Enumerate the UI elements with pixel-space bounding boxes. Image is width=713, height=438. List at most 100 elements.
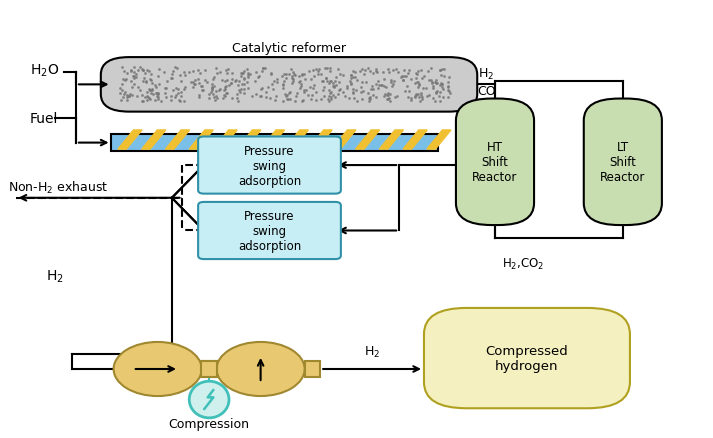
- Point: [412, 84, 424, 91]
- Point: [235, 74, 247, 81]
- Point: [307, 85, 319, 92]
- Point: [295, 84, 307, 91]
- Point: [413, 94, 424, 101]
- Point: [386, 83, 397, 90]
- Point: [220, 93, 231, 100]
- Point: [210, 94, 222, 101]
- Point: [389, 94, 401, 101]
- Point: [141, 67, 153, 74]
- Point: [356, 79, 367, 86]
- Text: CO: CO: [477, 85, 496, 98]
- Point: [135, 64, 146, 71]
- Point: [436, 82, 448, 89]
- Point: [139, 94, 150, 101]
- Point: [175, 72, 186, 79]
- Point: [277, 82, 289, 89]
- Point: [225, 81, 237, 88]
- Point: [387, 67, 399, 74]
- Point: [299, 71, 310, 78]
- Point: [428, 95, 439, 102]
- Point: [435, 72, 446, 79]
- Point: [178, 98, 190, 105]
- Point: [250, 78, 261, 85]
- Point: [430, 90, 441, 97]
- Point: [364, 94, 376, 101]
- Point: [255, 93, 267, 100]
- Point: [315, 97, 327, 104]
- Point: [153, 81, 164, 88]
- Point: [313, 71, 324, 78]
- Point: [406, 98, 417, 105]
- Point: [210, 66, 222, 73]
- Point: [207, 91, 218, 98]
- Text: HT
Shift
Reactor: HT Shift Reactor: [472, 141, 518, 184]
- Point: [205, 89, 217, 96]
- Point: [175, 89, 187, 96]
- Point: [211, 95, 222, 102]
- Point: [316, 71, 327, 78]
- Point: [196, 83, 207, 90]
- Point: [430, 90, 441, 97]
- Point: [287, 76, 299, 83]
- Point: [430, 81, 441, 88]
- Point: [406, 95, 417, 102]
- Text: Catalytic reformer: Catalytic reformer: [232, 42, 346, 55]
- Point: [399, 67, 410, 74]
- Point: [389, 79, 400, 86]
- Point: [237, 71, 248, 78]
- Point: [217, 77, 228, 84]
- Point: [370, 67, 381, 74]
- Polygon shape: [165, 131, 190, 150]
- Point: [411, 92, 422, 99]
- Point: [121, 95, 133, 102]
- Point: [199, 78, 210, 85]
- Point: [244, 71, 255, 78]
- Point: [312, 69, 324, 76]
- Point: [116, 98, 127, 105]
- Point: [329, 95, 341, 102]
- FancyBboxPatch shape: [304, 361, 320, 377]
- Point: [419, 73, 430, 80]
- Point: [257, 66, 269, 73]
- Point: [265, 70, 277, 77]
- Point: [120, 76, 132, 83]
- Point: [426, 80, 438, 87]
- Point: [436, 67, 448, 74]
- Point: [260, 65, 271, 72]
- Point: [243, 71, 255, 78]
- FancyBboxPatch shape: [101, 58, 477, 113]
- Point: [360, 79, 371, 86]
- Point: [356, 66, 368, 73]
- Point: [144, 88, 155, 95]
- Point: [385, 78, 396, 85]
- Point: [227, 71, 238, 78]
- Point: [431, 88, 443, 95]
- Polygon shape: [379, 131, 404, 150]
- Point: [153, 94, 164, 101]
- Point: [347, 69, 359, 76]
- Polygon shape: [118, 131, 142, 150]
- Point: [298, 89, 309, 96]
- Point: [347, 89, 358, 96]
- Point: [297, 98, 308, 105]
- Point: [412, 68, 424, 75]
- Point: [123, 94, 135, 101]
- Point: [434, 89, 446, 96]
- Point: [426, 66, 437, 73]
- Point: [119, 89, 130, 96]
- Point: [120, 78, 131, 85]
- Point: [138, 68, 149, 75]
- Point: [416, 76, 428, 83]
- Point: [396, 74, 408, 81]
- Point: [150, 82, 161, 89]
- Text: H$_2$: H$_2$: [46, 268, 63, 284]
- Point: [231, 96, 242, 103]
- Point: [385, 98, 396, 105]
- Point: [276, 73, 287, 80]
- Point: [128, 82, 140, 89]
- Point: [345, 72, 356, 79]
- Polygon shape: [427, 131, 451, 150]
- FancyBboxPatch shape: [111, 135, 438, 152]
- Point: [207, 76, 218, 83]
- Point: [152, 93, 163, 100]
